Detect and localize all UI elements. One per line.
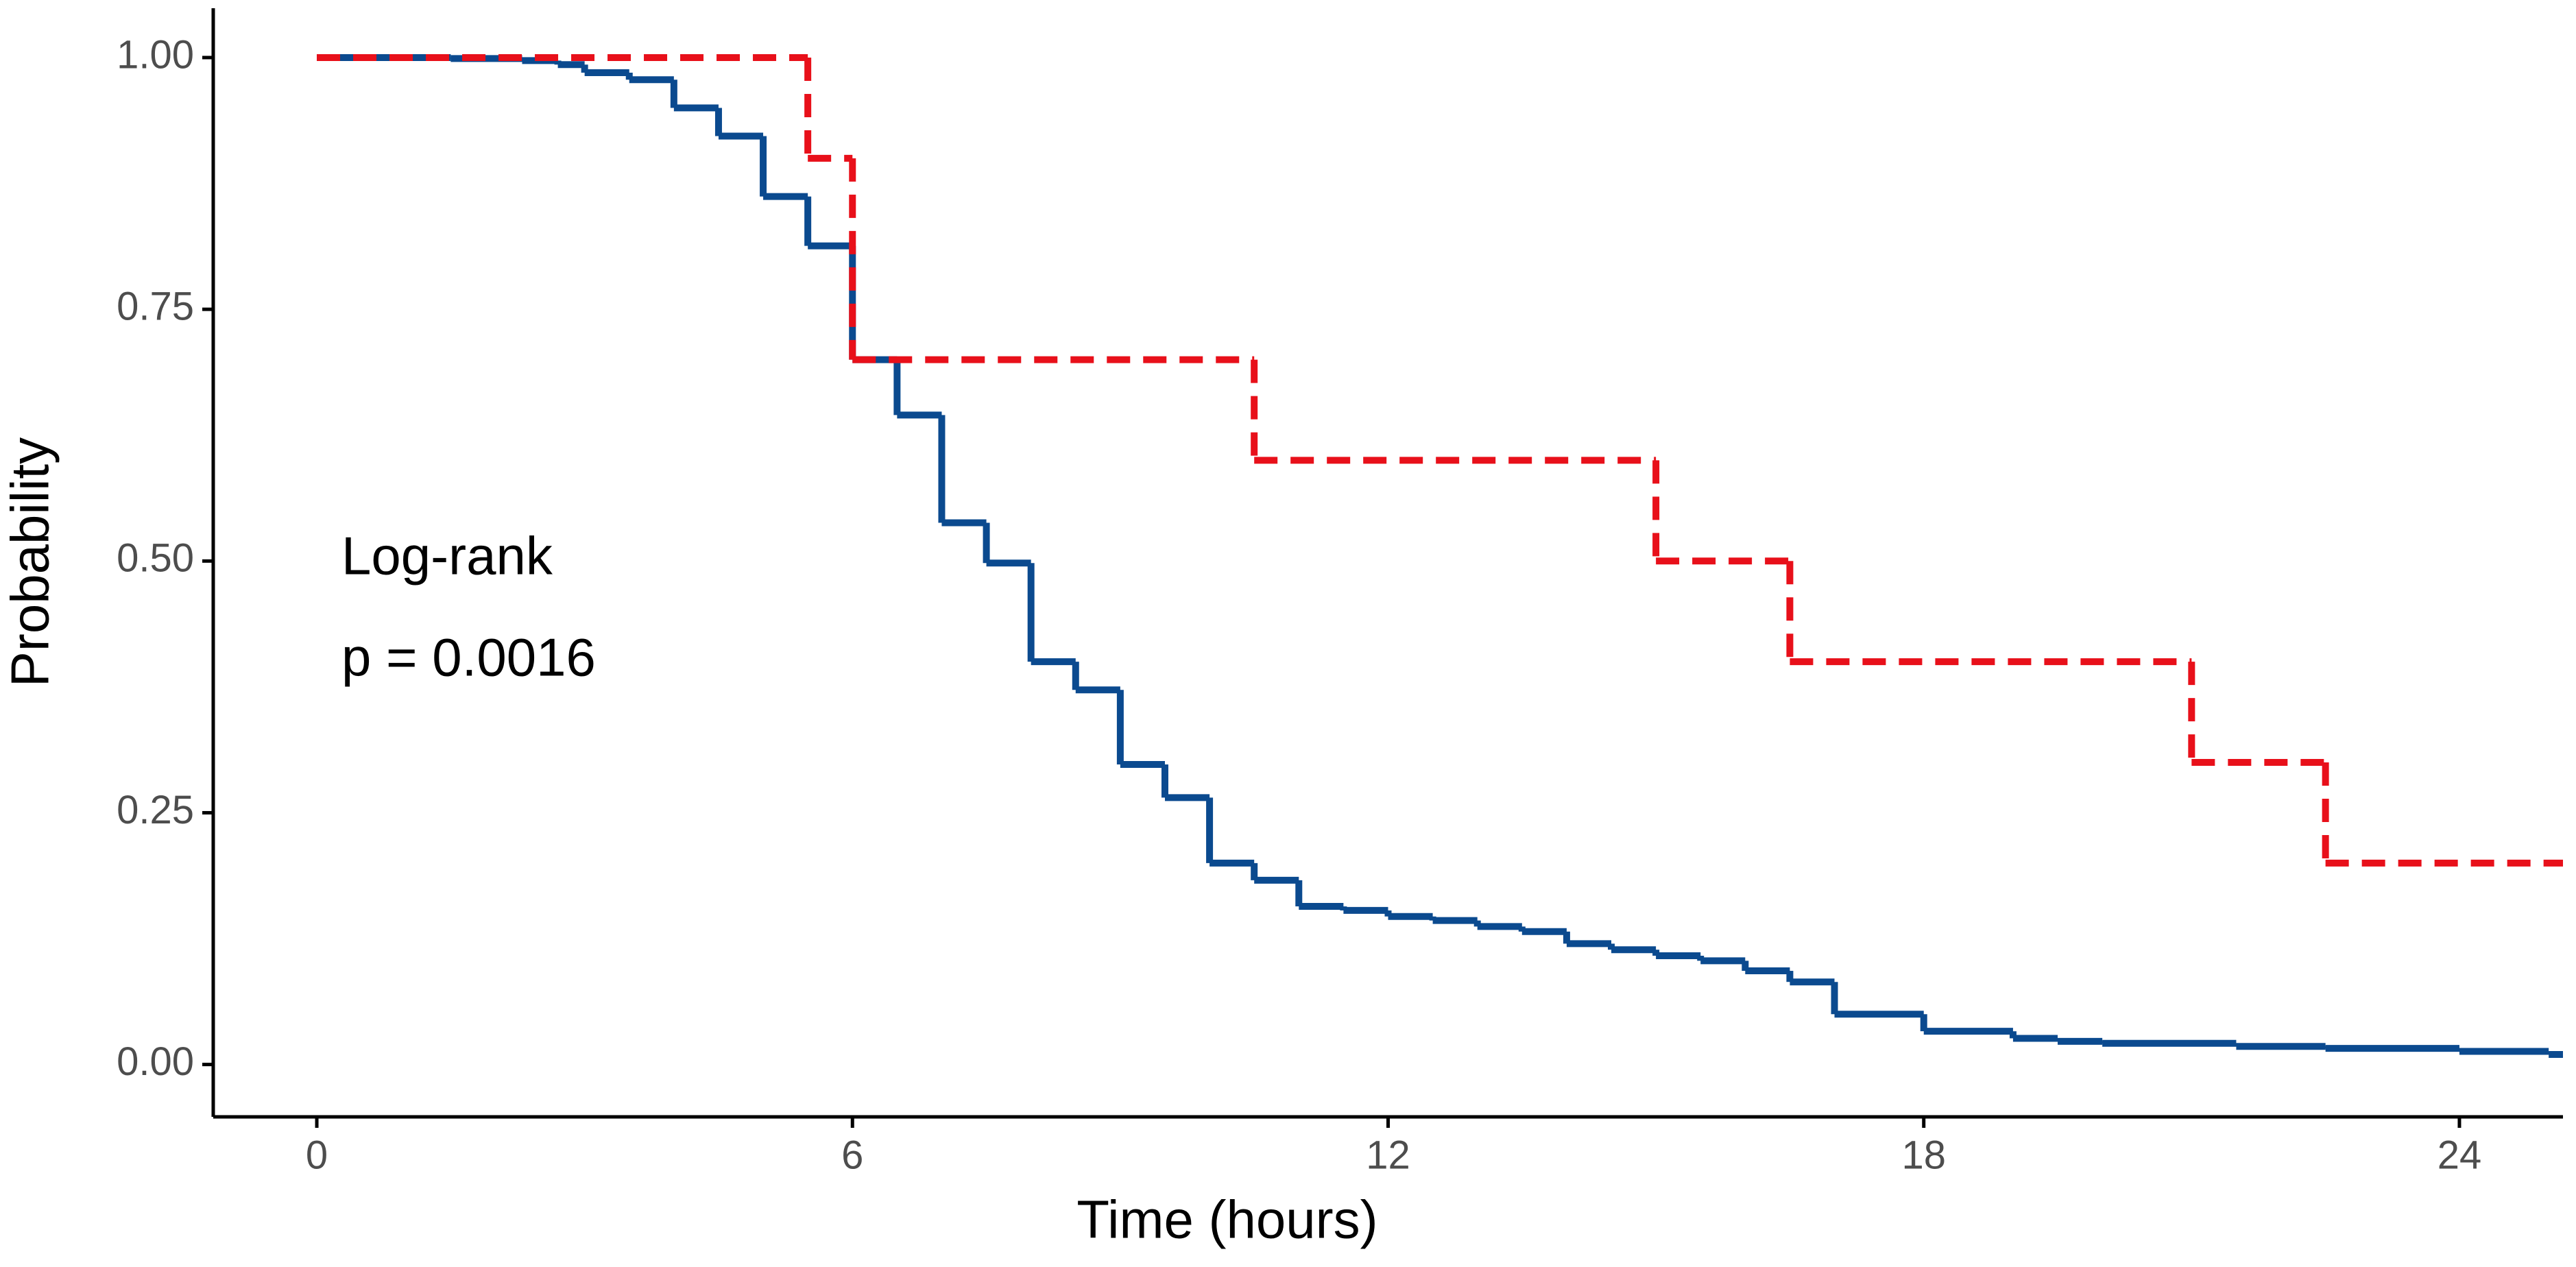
annotation: Log-rank <box>341 526 553 586</box>
x-tick-label: 0 <box>306 1133 328 1177</box>
x-tick-label: 18 <box>1901 1133 1946 1177</box>
y-tick-label: 0.25 <box>117 788 194 832</box>
y-tick-label: 0.00 <box>117 1039 194 1084</box>
y-tick-label: 1.00 <box>117 32 194 77</box>
y-tick-label: 0.75 <box>117 284 194 328</box>
x-tick-label: 6 <box>841 1133 863 1177</box>
y-tick-label: 0.50 <box>117 536 194 581</box>
annotation: p = 0.0016 <box>341 627 596 688</box>
x-tick-label: 12 <box>1366 1133 1410 1177</box>
x-axis-title: Time (hours) <box>1076 1190 1377 1250</box>
x-tick-label: 24 <box>2437 1133 2482 1177</box>
y-axis-title: Probability <box>0 437 60 687</box>
